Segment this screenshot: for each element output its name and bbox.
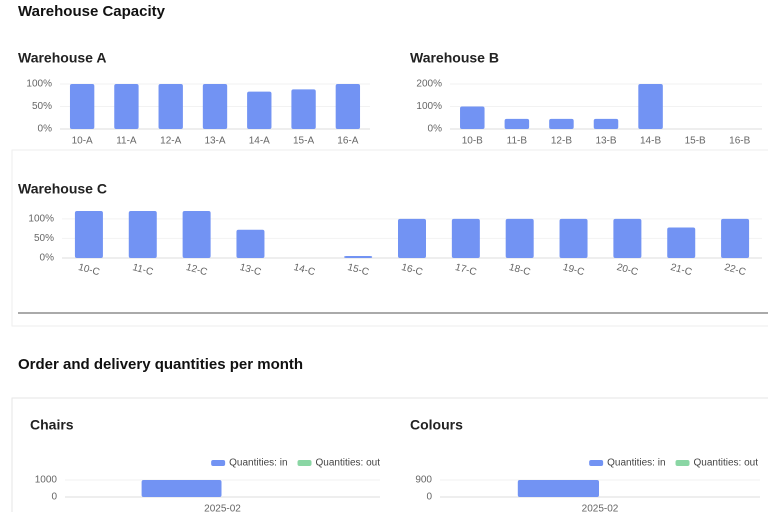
- bar: [335, 84, 361, 129]
- x-tick-label: 20-C: [615, 262, 639, 278]
- x-tick-label: 2025-02: [582, 504, 619, 512]
- y-tick-label: 200%: [416, 79, 442, 90]
- x-tick-label: 19-C: [562, 262, 586, 278]
- y-tick-label: 0%: [428, 124, 443, 135]
- y-tick-label: 100%: [26, 79, 52, 90]
- x-tick-label: 14-A: [249, 136, 270, 147]
- legend-label: Quantities: in: [229, 458, 287, 469]
- bar: [158, 84, 183, 129]
- legend-swatch: [675, 460, 690, 466]
- legend-swatch: [589, 460, 604, 466]
- x-tick-label: 15-C: [346, 262, 370, 278]
- card: [11, 397, 768, 517]
- y-tick-label: 900: [415, 475, 432, 486]
- x-tick-label: 17-C: [454, 262, 478, 278]
- legend-label: Quantities: out: [316, 458, 381, 469]
- legend-label: Quantities: in: [607, 458, 665, 469]
- x-tick-label: 13-A: [204, 136, 225, 147]
- y-tick-label: 0: [426, 492, 432, 503]
- bar: [398, 218, 426, 258]
- bar: [247, 91, 272, 129]
- bar: [451, 218, 480, 258]
- y-tick-label: 100%: [28, 213, 54, 224]
- x-tick-label: 21-C: [669, 262, 693, 278]
- y-tick-label: 0%: [40, 253, 55, 264]
- chart-title: Chairs: [30, 417, 74, 433]
- bar: [721, 218, 750, 258]
- bar: [460, 106, 485, 129]
- bar: [517, 480, 599, 497]
- y-tick-label: 0: [51, 492, 57, 503]
- y-tick-label: 1000: [35, 475, 58, 486]
- bar: [559, 218, 588, 258]
- x-tick-label: 12-C: [185, 262, 209, 278]
- card: [11, 149, 768, 327]
- bar: [549, 118, 574, 129]
- x-tick-label: 15-B: [685, 136, 706, 147]
- legend-swatch: [297, 460, 312, 466]
- bar: [667, 227, 696, 258]
- x-tick-label: 10-C: [77, 262, 101, 278]
- bar: [593, 118, 619, 129]
- x-tick-label: 14-B: [640, 136, 661, 147]
- section-title: Warehouse Capacity: [18, 3, 166, 20]
- bar: [504, 118, 530, 129]
- bar: [69, 84, 95, 129]
- legend-swatch: [211, 460, 226, 466]
- x-tick-label: 16-C: [400, 262, 424, 278]
- chart-title: Warehouse B: [410, 50, 499, 66]
- x-tick-label: 10-B: [462, 136, 483, 147]
- x-tick-label: 16-A: [337, 136, 358, 147]
- bar: [344, 256, 373, 258]
- bar: [202, 84, 228, 129]
- y-tick-label: 50%: [34, 233, 54, 244]
- y-tick-label: 0%: [38, 124, 53, 135]
- bar: [114, 84, 139, 129]
- bar: [291, 89, 316, 129]
- x-tick-label: 15-A: [293, 136, 314, 147]
- x-tick-label: 14-C: [292, 262, 316, 278]
- bar: [128, 211, 157, 258]
- x-tick-label: 22-C: [723, 262, 747, 278]
- bar: [74, 211, 103, 258]
- x-tick-label: 11-C: [131, 262, 154, 278]
- y-tick-label: 100%: [416, 101, 442, 112]
- x-tick-label: 18-C: [508, 262, 532, 278]
- section-title: Order and delivery quantities per month: [18, 356, 303, 373]
- x-tick-label: 11-B: [507, 136, 528, 147]
- x-tick-label: 2025-02: [204, 504, 241, 512]
- bar: [505, 218, 534, 258]
- x-tick-label: 10-A: [72, 136, 93, 147]
- bar: [613, 218, 642, 258]
- y-tick-label: 50%: [32, 101, 52, 112]
- x-tick-label: 12-A: [160, 136, 181, 147]
- chart-title: Warehouse A: [18, 50, 106, 66]
- x-tick-label: 13-C: [239, 262, 263, 278]
- bar: [141, 480, 222, 497]
- x-tick-label: 13-B: [595, 136, 616, 147]
- chart-title: Colours: [410, 417, 463, 433]
- bar: [236, 229, 265, 258]
- bar: [182, 211, 211, 258]
- x-tick-label: 11-A: [116, 136, 137, 147]
- legend-label: Quantities: out: [694, 458, 759, 469]
- chart-title: Warehouse C: [18, 181, 107, 197]
- x-tick-label: 16-B: [729, 136, 750, 147]
- x-tick-label: 12-B: [551, 136, 572, 147]
- bar: [638, 84, 663, 129]
